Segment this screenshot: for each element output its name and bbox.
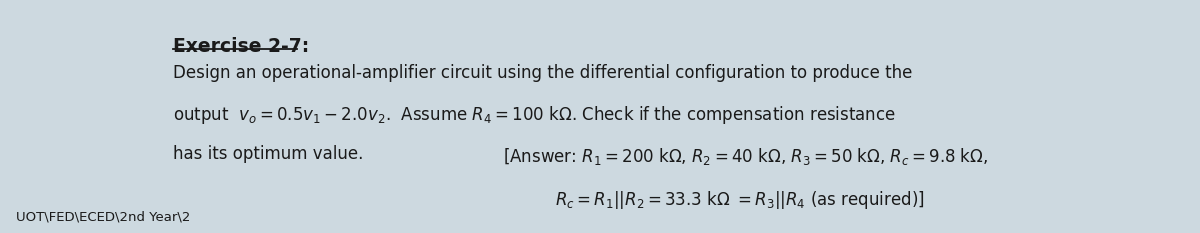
Text: UOT\FED\ECED\2nd Year\2: UOT\FED\ECED\2nd Year\2	[17, 211, 191, 224]
Text: Design an operational-amplifier circuit using the differential configuration to : Design an operational-amplifier circuit …	[173, 64, 913, 82]
Text: Exercise 2-7:: Exercise 2-7:	[173, 37, 310, 56]
Text: output  $v_o = 0.5v_1 - 2.0v_2$.  Assume $R_4 = 100$ kΩ. Check if the compensati: output $v_o = 0.5v_1 - 2.0v_2$. Assume $…	[173, 104, 896, 126]
Text: [Answer: $R_1 = 200$ kΩ, $R_2 = 40$ kΩ, $R_3 = 50$ kΩ, $R_c = 9.8$ kΩ,: [Answer: $R_1 = 200$ kΩ, $R_2 = 40$ kΩ, …	[504, 146, 989, 167]
Text: has its optimum value.: has its optimum value.	[173, 144, 364, 163]
Text: $R_c = R_1||R_2 = 33.3$ kΩ $= R_3||R_4$ (as required)]: $R_c = R_1||R_2 = 33.3$ kΩ $= R_3||R_4$ …	[554, 189, 924, 211]
